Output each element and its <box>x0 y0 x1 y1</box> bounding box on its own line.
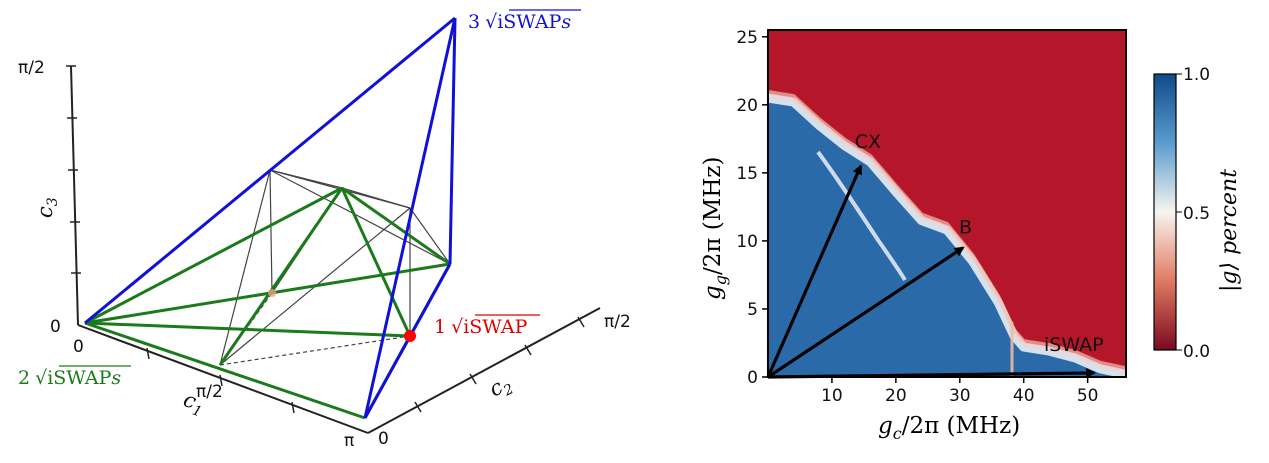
c2-axis <box>367 307 601 434</box>
colorbar-label: |g⟩ percent <box>1217 169 1242 292</box>
vector-arrow-b <box>767 246 965 379</box>
heatmap-transition-band <box>767 93 1127 379</box>
label-1-sqrt-iswap: 1 √iSWAP <box>434 314 540 338</box>
x-tick-label: 20 <box>885 386 907 406</box>
vector-label-cx: CX <box>855 131 881 153</box>
c2-tick-max: π/2 <box>604 312 631 332</box>
y-tick-label: 20 <box>736 96 758 116</box>
x-tick-label: 50 <box>1077 386 1099 406</box>
svg-text:2√iSWAPs: 2 √iSWAPs <box>18 367 121 389</box>
c1-axis <box>77 324 369 434</box>
sqrt-iswap-point <box>404 330 416 342</box>
y-tick-label: 15 <box>736 164 758 184</box>
c1-tick-max: π <box>344 431 354 451</box>
heatmap-resonance-streak <box>816 150 907 282</box>
colorbar-tick-min: 0.0 <box>1183 342 1210 362</box>
vector-arrow-iswap <box>767 368 1097 379</box>
svg-text:3√iSWAPs: 3 √iSWAPs <box>468 11 571 33</box>
c1-tick-mid: π/2 <box>196 382 223 402</box>
center-point <box>268 289 276 297</box>
colorbar-tick-mid: 0.5 <box>1183 204 1210 224</box>
weyl-chamber-panel: π/2 0 0 π/2 π 0 π/2 c3 c1 c2 3 √iSWAPs 1 √… <box>18 9 631 451</box>
colorbar: 1.0 0.5 0.0 |g⟩ percent <box>1153 65 1242 362</box>
two-sqrt-iswap-region <box>84 186 452 420</box>
c3-axis-label: c3 <box>33 197 61 218</box>
y-tick-label: 25 <box>736 28 758 48</box>
x-tick-label: 30 <box>949 386 971 406</box>
y-axis-label: gg/2π (MHz) <box>700 157 730 300</box>
vector-label-b: B <box>959 217 972 239</box>
y-tick-label: 5 <box>747 300 758 320</box>
x-tick-label: 40 <box>1013 386 1035 406</box>
heatmap-transition-band-outer <box>767 90 1127 371</box>
vector-label-iswap: iSWAP <box>1044 334 1104 356</box>
label-3-sqrt-iswaps: 3 √iSWAPs <box>468 9 581 33</box>
label-2-sqrt-iswaps: 2 √iSWAPs <box>18 365 131 389</box>
axis-minor-ticks <box>66 65 585 414</box>
c2-axis-label: c2 <box>485 370 516 404</box>
c1-tick-zero: 0 <box>73 337 84 357</box>
x-axis-label: gc/2π (MHz) <box>878 413 1020 443</box>
y-axis-ticks: 0 5 10 15 20 25 <box>736 28 768 388</box>
y-tick-label: 10 <box>736 232 758 252</box>
colorbar-tick-max: 1.0 <box>1183 65 1210 85</box>
c2-tick-zero: 0 <box>378 429 389 449</box>
c3-axis <box>70 65 79 326</box>
vector-arrow-cx <box>766 164 863 378</box>
colorbar-gradient <box>1153 73 1177 351</box>
y-tick-label: 0 <box>747 368 758 388</box>
x-tick-label: 10 <box>821 386 843 406</box>
three-sqrt-iswap-region <box>84 16 457 419</box>
svg-text:1√iSWAP: 1 √iSWAP <box>434 316 528 338</box>
c3-tick-max: π/2 <box>18 58 45 78</box>
x-axis-ticks: 10 20 30 40 50 <box>821 377 1098 406</box>
heatmap-frame <box>767 29 1127 378</box>
c3-tick-zero: 0 <box>50 317 61 337</box>
